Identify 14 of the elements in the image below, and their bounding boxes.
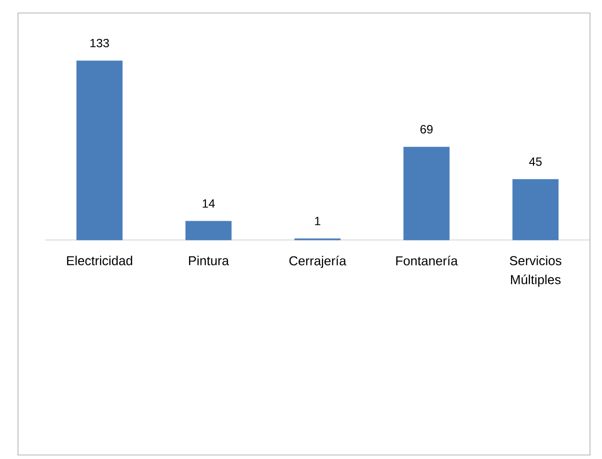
data-label: 14	[202, 199, 215, 208]
x-tick-label: Pintura	[189, 256, 230, 266]
x-tick-label: Cerrajería	[289, 256, 346, 268]
data-label: 133	[90, 38, 109, 48]
data-label: 69	[420, 125, 433, 134]
bar	[185, 220, 232, 240]
x-tick-label: Electricidad	[67, 256, 132, 266]
bar	[512, 179, 559, 240]
bar	[76, 60, 123, 240]
bar	[403, 146, 450, 240]
x-tick-label: Fontanería	[396, 256, 458, 266]
data-label: 1	[315, 216, 320, 226]
data-label: 45	[529, 158, 542, 166]
x-tick-label: Servicios Múltiples	[510, 256, 562, 287]
